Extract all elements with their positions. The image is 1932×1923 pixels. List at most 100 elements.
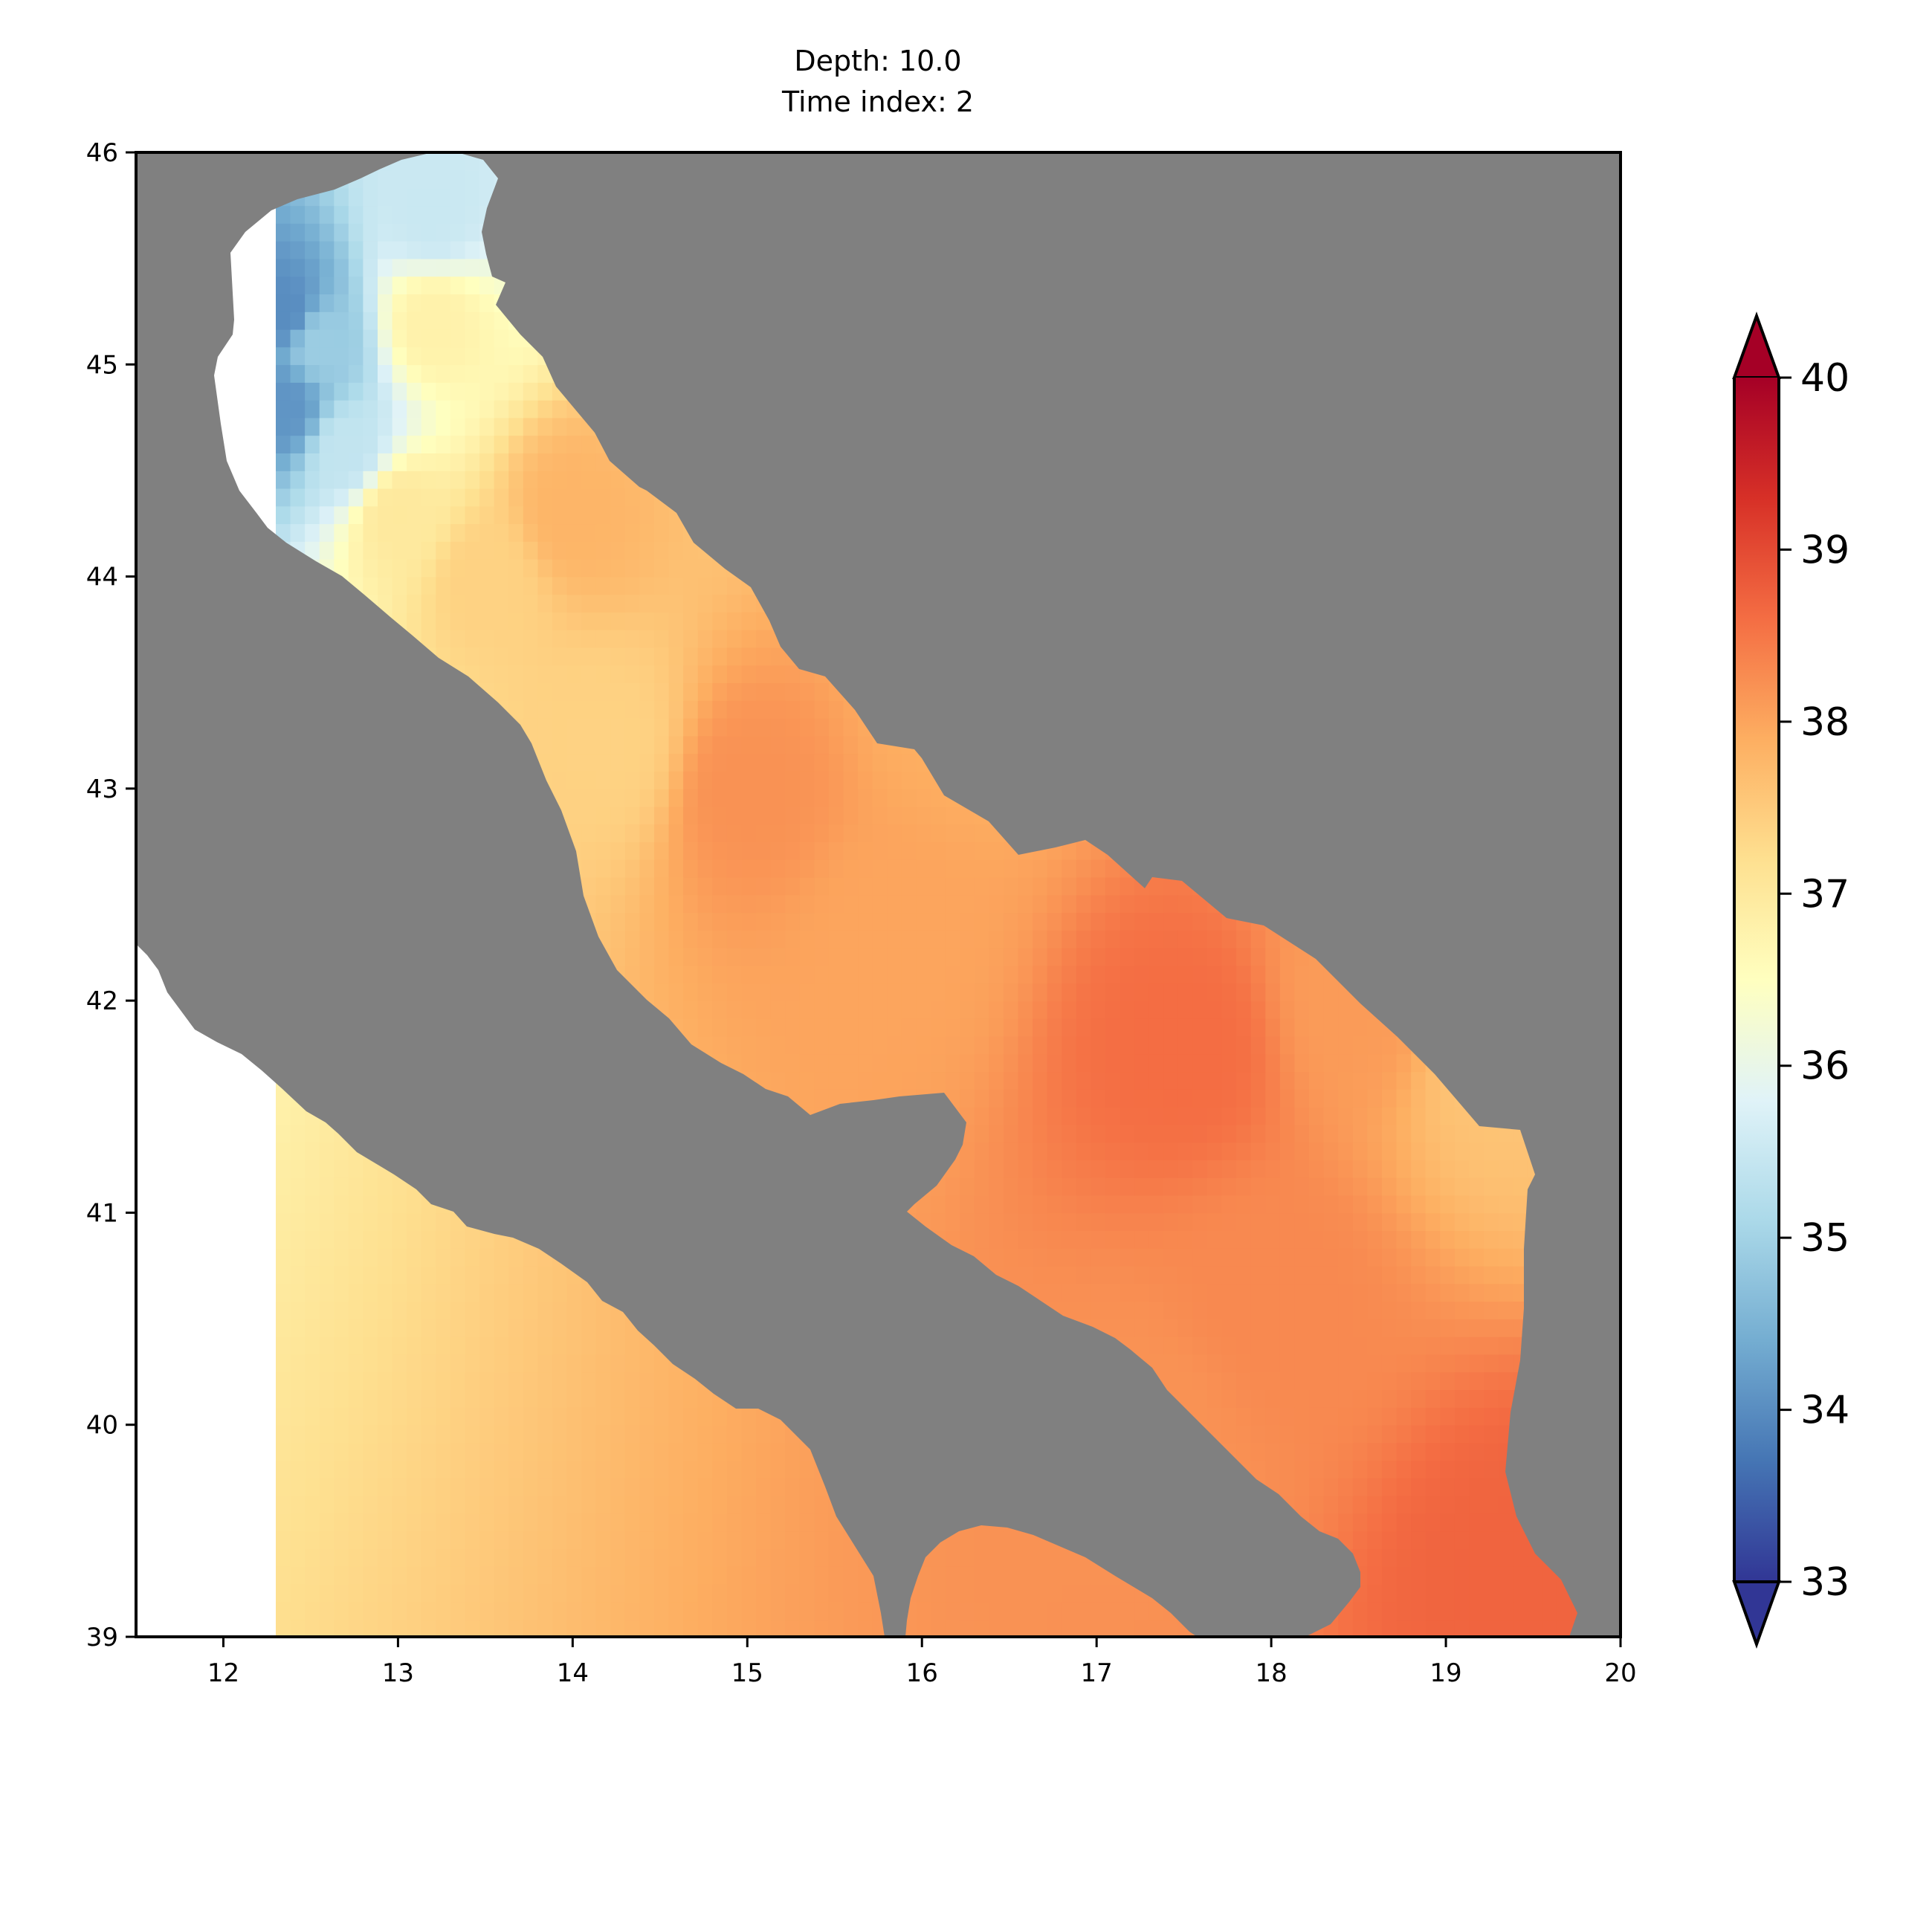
salinity-cell [348,1442,364,1461]
salinity-cell [1338,1053,1354,1073]
salinity-cell [1425,1106,1441,1125]
salinity-cell [960,1142,975,1160]
salinity-cell [494,1495,509,1514]
salinity-cell [1309,1160,1325,1178]
salinity-cell [290,1424,306,1444]
salinity-cell [1105,1106,1121,1125]
salinity-cell [1148,1124,1165,1143]
salinity-cell [392,1336,407,1355]
salinity-cell [960,1195,975,1214]
salinity-cell [1279,1089,1296,1108]
salinity-cell [465,1442,480,1461]
salinity-cell [1484,1177,1499,1196]
salinity-cell [1207,1001,1223,1019]
salinity-cell [363,1177,378,1196]
salinity-cell [595,1548,612,1567]
salinity-cell [465,1354,480,1373]
salinity-cell [552,1583,568,1603]
salinity-cell [989,1018,1004,1037]
salinity-cell [566,753,582,772]
salinity-cell [712,1442,728,1461]
salinity-cell [1279,1195,1296,1214]
salinity-cell [1309,1018,1325,1037]
salinity-cell [1192,1195,1208,1214]
salinity-cell [1309,1336,1325,1355]
salinity-cell [1411,1195,1427,1214]
salinity-cell [1148,1160,1165,1178]
salinity-cell [697,682,714,701]
salinity-cell [1454,1336,1470,1355]
salinity-cell [1192,1230,1208,1249]
salinity-cell [1221,947,1237,966]
salinity-cell [814,1583,830,1603]
salinity-cell [960,876,975,896]
salinity-cell [843,1619,859,1637]
salinity-cell [465,1319,480,1337]
salinity-cell [363,1478,378,1496]
salinity-cell [1120,1177,1135,1196]
salinity-cell [523,1248,539,1267]
salinity-cell [1352,1495,1369,1514]
salinity-cell [610,1619,626,1637]
salinity-cell [668,824,684,842]
salinity-cell [581,1601,597,1620]
salinity-cell [1425,1583,1441,1603]
salinity-cell [1279,1177,1296,1196]
salinity-cell [1018,1053,1033,1073]
salinity-cell [1250,1212,1267,1231]
salinity-cell [363,1548,378,1567]
salinity-cell [1018,1089,1033,1108]
salinity-cell [1047,1142,1062,1160]
salinity-cell [1469,1442,1484,1461]
salinity-cell [1148,1018,1165,1037]
salinity-cell [1265,983,1281,1001]
salinity-cell [1323,1301,1339,1319]
salinity-cell [697,930,714,948]
salinity-cell [595,1336,612,1355]
salinity-cell [931,876,946,896]
salinity-cell [858,947,873,966]
salinity-cell [770,806,786,825]
salinity-cell [843,930,859,948]
salinity-cell [1498,1619,1513,1637]
salinity-cell [712,1018,728,1037]
salinity-cell [989,1053,1004,1073]
salinity-cell [552,682,568,701]
salinity-cell [319,1336,335,1355]
salinity-cell [697,717,714,737]
salinity-cell [1192,1301,1208,1319]
salinity-cell [1221,1389,1237,1408]
salinity-cell [931,824,946,842]
salinity-cell [276,1160,291,1178]
salinity-cell [770,771,786,789]
salinity-cell [756,771,772,789]
salinity-cell [1221,965,1237,984]
salinity-cell [1250,1265,1267,1284]
salinity-cell [1076,859,1092,878]
salinity-cell [1250,1319,1267,1337]
salinity-cell [363,1301,378,1319]
salinity-cell [450,1548,466,1567]
salinity-cell [1469,1478,1484,1496]
salinity-cell [1221,1071,1237,1090]
salinity-cell [1221,1124,1237,1143]
salinity-cell [1352,1283,1369,1302]
salinity-cell [1309,1195,1325,1214]
salinity-cell [1323,1035,1339,1055]
salinity-cell [1003,1089,1019,1108]
salinity-cell [1033,1601,1048,1620]
salinity-cell [523,1319,539,1337]
salinity-cell [916,930,931,948]
salinity-cell [378,1601,393,1620]
salinity-cell [624,1354,641,1373]
salinity-cell [421,1301,437,1319]
salinity-cell [1454,1424,1470,1444]
salinity-cell [624,1583,641,1603]
salinity-cell [363,1424,378,1444]
salinity-cell [1192,1336,1208,1355]
salinity-cell [1279,965,1296,984]
salinity-cell [334,1548,349,1567]
salinity-cell [1352,1354,1369,1373]
salinity-cell [814,894,830,914]
salinity-cell [741,947,757,966]
